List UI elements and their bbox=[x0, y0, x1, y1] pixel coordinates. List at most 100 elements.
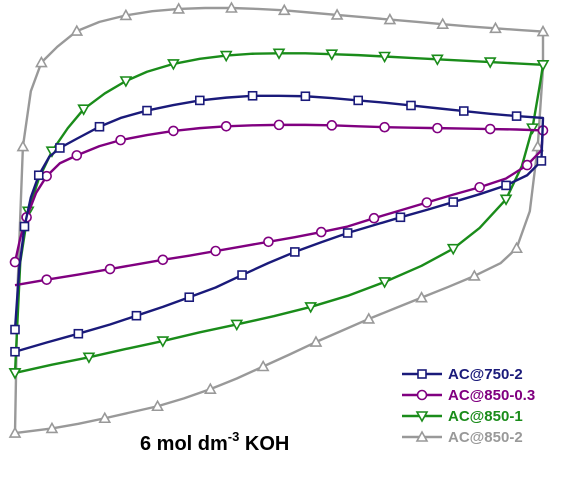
data-point-ac-850-2 bbox=[383, 12, 397, 25]
data-point-ac-850-1 bbox=[526, 123, 539, 135]
data-point-ac-850-1 bbox=[446, 243, 460, 256]
data-point-ac-850-1 bbox=[219, 50, 233, 63]
series-ac-750-2 bbox=[10, 90, 547, 357]
data-point-ac-850-2 bbox=[415, 291, 428, 303]
series-line-ac-750-2 bbox=[13, 94, 545, 353]
data-point-ac-850-1 bbox=[82, 352, 96, 364]
data-point-ac-850-0-3 bbox=[210, 245, 221, 257]
data-point-ac-850-1 bbox=[167, 59, 180, 71]
data-point-ac-750-2 bbox=[10, 324, 20, 335]
data-point-ac-850-2 bbox=[468, 269, 481, 281]
data-point-ac-850-1 bbox=[272, 48, 286, 60]
data-point-ac-850-2 bbox=[510, 241, 523, 254]
data-point-ac-850-1 bbox=[77, 104, 90, 116]
data-point-ac-850-2 bbox=[35, 55, 48, 68]
series-layer bbox=[8, 1, 550, 438]
data-point-ac-850-1 bbox=[119, 76, 133, 88]
data-point-ac-750-2 bbox=[195, 95, 205, 106]
series-ac-850-0-3 bbox=[9, 119, 549, 287]
data-point-ac-850-0-3 bbox=[220, 120, 232, 132]
legend-label: AC@750-2 bbox=[448, 366, 523, 383]
data-point-ac-750-2 bbox=[142, 105, 152, 116]
data-point-ac-850-1 bbox=[8, 368, 22, 380]
series-line-ac-850-1 bbox=[13, 52, 545, 375]
legend-swatch-marker bbox=[415, 430, 429, 442]
data-point-ac-750-2 bbox=[406, 100, 416, 111]
data-point-ac-850-0-3 bbox=[326, 120, 338, 131]
data-point-ac-850-1 bbox=[156, 336, 170, 348]
legend-swatch-marker bbox=[415, 411, 429, 423]
legend: AC@750-2 AC@850-0.3 AC@850-1 AC@850-2 bbox=[402, 366, 535, 446]
data-point-ac-850-2 bbox=[98, 411, 112, 424]
data-point-ac-750-2 bbox=[94, 121, 105, 132]
data-point-ac-850-2 bbox=[436, 17, 450, 29]
data-point-ac-850-2 bbox=[362, 312, 376, 324]
data-point-ac-750-2 bbox=[501, 180, 511, 191]
data-point-ac-850-2 bbox=[256, 359, 270, 372]
data-point-ac-750-2 bbox=[395, 212, 406, 223]
legend-swatch-marker bbox=[417, 369, 427, 379]
data-point-ac-750-2 bbox=[33, 170, 44, 181]
data-point-ac-750-2 bbox=[19, 221, 30, 232]
data-point-ac-850-0-3 bbox=[168, 125, 179, 137]
data-point-ac-850-0-3 bbox=[315, 226, 327, 238]
legend-entry-ac-850-2: AC@850-2 bbox=[402, 429, 523, 446]
legend-label: AC@850-2 bbox=[448, 429, 523, 446]
data-point-ac-750-2 bbox=[300, 91, 311, 102]
legend-entry-ac-850-0-3: AC@850-0.3 bbox=[402, 387, 535, 404]
legend-entry-ac-750-2: AC@750-2 bbox=[402, 366, 523, 383]
data-point-ac-850-1 bbox=[536, 60, 550, 72]
electrolyte-annotation: 6 mol dm-3 KOH bbox=[140, 429, 289, 455]
data-point-ac-850-0-3 bbox=[9, 256, 21, 268]
data-point-ac-750-2 bbox=[458, 106, 469, 116]
series-line-ac-850-2 bbox=[13, 6, 545, 435]
data-point-ac-850-1 bbox=[483, 57, 497, 69]
data-point-ac-850-2 bbox=[330, 8, 344, 20]
data-point-ac-850-2 bbox=[277, 3, 291, 16]
legend-label: AC@850-1 bbox=[448, 408, 523, 425]
data-point-ac-850-0-3 bbox=[273, 119, 285, 131]
data-point-ac-850-0-3 bbox=[115, 134, 126, 146]
data-point-ac-850-0-3 bbox=[421, 197, 433, 208]
data-point-ac-850-2 bbox=[45, 421, 59, 434]
data-point-ac-850-1 bbox=[378, 277, 391, 289]
data-point-ac-850-2 bbox=[489, 21, 502, 34]
data-point-ac-850-2 bbox=[309, 335, 323, 347]
data-point-ac-850-1 bbox=[378, 51, 391, 64]
data-point-ac-850-2 bbox=[225, 1, 238, 13]
series-ac-850-1 bbox=[8, 48, 550, 380]
annotation-suffix: KOH bbox=[239, 433, 289, 455]
data-point-ac-850-2 bbox=[536, 24, 550, 37]
data-point-ac-850-2 bbox=[204, 382, 217, 394]
data-point-ac-850-0-3 bbox=[71, 150, 83, 161]
series-ac-850-2 bbox=[8, 1, 550, 438]
data-point-ac-750-2 bbox=[511, 111, 522, 121]
data-point-ac-850-0-3 bbox=[41, 274, 52, 285]
data-point-ac-750-2 bbox=[184, 292, 195, 303]
data-point-ac-850-2 bbox=[70, 24, 84, 36]
legend-entry-ac-850-1: AC@850-1 bbox=[402, 408, 523, 425]
legend-swatch-marker bbox=[416, 389, 428, 401]
data-point-ac-850-1 bbox=[304, 302, 318, 314]
data-point-ac-750-2 bbox=[247, 90, 258, 101]
data-point-ac-750-2 bbox=[536, 156, 547, 166]
data-point-ac-850-2 bbox=[8, 426, 22, 438]
data-point-ac-850-0-3 bbox=[484, 123, 496, 135]
annotation-superscript: -3 bbox=[228, 429, 240, 444]
data-point-ac-850-1 bbox=[499, 194, 513, 206]
data-point-ac-850-0-3 bbox=[104, 263, 116, 275]
data-point-ac-750-2 bbox=[73, 328, 84, 339]
data-point-ac-850-2 bbox=[531, 139, 545, 152]
data-point-ac-850-1 bbox=[230, 319, 244, 332]
data-point-ac-850-0-3 bbox=[157, 254, 169, 266]
data-point-ac-750-2 bbox=[342, 228, 353, 238]
data-point-ac-850-0-3 bbox=[263, 236, 274, 248]
data-point-ac-850-2 bbox=[119, 8, 133, 21]
data-point-ac-750-2 bbox=[237, 270, 247, 280]
annotation-prefix: 6 mol dm bbox=[140, 433, 228, 455]
data-point-ac-750-2 bbox=[448, 197, 459, 207]
data-point-ac-850-2 bbox=[151, 399, 164, 412]
data-point-ac-850-0-3 bbox=[432, 122, 443, 134]
data-point-ac-850-0-3 bbox=[521, 159, 533, 171]
